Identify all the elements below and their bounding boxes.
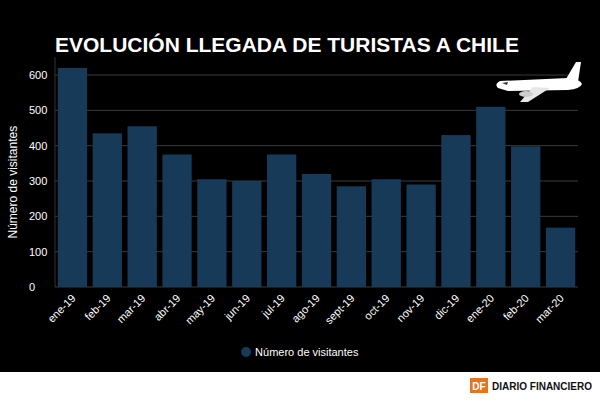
bar bbox=[337, 186, 366, 287]
x-tick-label: sept-19 bbox=[322, 292, 356, 326]
x-tick-label: ago-19 bbox=[289, 292, 322, 325]
bar bbox=[441, 135, 470, 287]
x-tick-label: nov-19 bbox=[394, 292, 426, 324]
y-tick-label: 200 bbox=[29, 210, 47, 222]
y-tick-label: 400 bbox=[29, 140, 47, 152]
legend-label: Número de visitantes bbox=[255, 346, 359, 358]
x-tick-label: ene-20 bbox=[464, 292, 497, 325]
wing bbox=[520, 87, 550, 102]
bar bbox=[128, 126, 157, 287]
logo-box bbox=[470, 378, 488, 393]
title: EVOLUCIÓN LLEGADA DE TURISTAS A CHILE bbox=[55, 33, 519, 56]
bar bbox=[546, 228, 575, 287]
x-tick-label: jul-19 bbox=[259, 292, 287, 320]
footer-background bbox=[0, 372, 600, 400]
y-tick-label: 600 bbox=[29, 69, 47, 81]
x-tick-label: dic-19 bbox=[432, 292, 462, 322]
x-tick-label: feb-19 bbox=[82, 292, 113, 323]
x-tick-label: mar-19 bbox=[114, 292, 147, 325]
y-tick-label: 100 bbox=[29, 246, 47, 258]
x-tick-label: oct-19 bbox=[362, 292, 392, 322]
source: DIARIO FINANCIERO bbox=[492, 381, 592, 392]
bar bbox=[197, 179, 226, 287]
y-axis-title: Número de visitantes bbox=[6, 126, 20, 239]
bar bbox=[162, 155, 191, 288]
logo-mark: DF bbox=[472, 381, 485, 392]
x-tick-label: abr-19 bbox=[151, 292, 182, 323]
x-tick-label: mar-20 bbox=[533, 292, 566, 325]
x-tick-label: jun-19 bbox=[221, 292, 252, 323]
bar bbox=[232, 181, 261, 287]
bar bbox=[58, 68, 87, 287]
bar bbox=[511, 146, 540, 287]
footer-logo: DF DIARIO FINANCIERO bbox=[470, 378, 592, 393]
tail bbox=[566, 62, 581, 82]
x-tick-label: may-19 bbox=[183, 292, 217, 326]
chart: EVOLUCIÓN LLEGADA DE TURISTAS A CHILE Núm… bbox=[0, 0, 600, 400]
bar bbox=[93, 133, 122, 287]
bars bbox=[58, 68, 575, 287]
y-axis-line bbox=[55, 57, 56, 287]
y-tick-label: 300 bbox=[29, 175, 47, 187]
legend-swatch bbox=[241, 347, 251, 357]
background bbox=[0, 0, 600, 372]
legend: Número de visitantes bbox=[241, 346, 359, 358]
bar bbox=[406, 185, 435, 287]
bar bbox=[372, 179, 401, 287]
y-tick-label: 500 bbox=[29, 104, 47, 116]
bar bbox=[267, 155, 296, 288]
bar bbox=[476, 107, 505, 287]
grid-line bbox=[55, 75, 578, 76]
airplane-icon bbox=[496, 62, 582, 102]
x-tick-label: feb-20 bbox=[501, 292, 532, 323]
engine bbox=[519, 91, 533, 97]
bar bbox=[302, 174, 331, 287]
y-tick-label: 0 bbox=[29, 281, 35, 293]
x-tick-label: ene-19 bbox=[45, 292, 78, 325]
cockpit bbox=[502, 82, 508, 85]
